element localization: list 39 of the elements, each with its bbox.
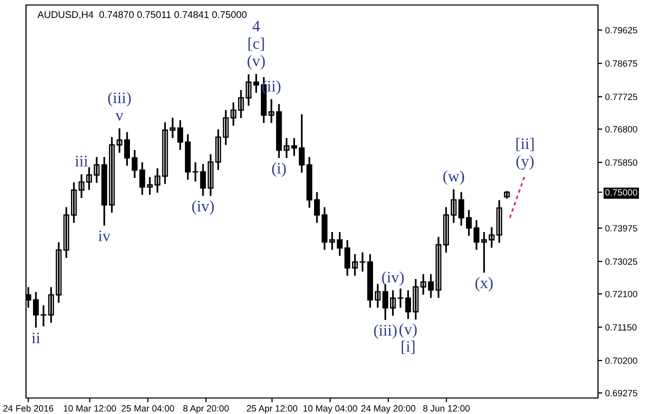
x-tick-label: 24 May 20:00 (361, 405, 416, 414)
y-tick-label: 0.75000 (605, 189, 638, 196)
annotation: iv (98, 230, 110, 242)
annotation: v (115, 113, 124, 121)
annotation: [ii] (516, 138, 534, 152)
annotation: (iv) (382, 271, 404, 286)
y-tick-label: 0.77725 (605, 94, 638, 100)
annotation: iii (75, 156, 88, 166)
y-tick-label: 0.78675 (605, 60, 638, 67)
y-tick-label: 0.70200 (605, 357, 638, 364)
annotation: [c] (248, 38, 264, 51)
x-tick-label: 10 Mar 12:00 (64, 405, 116, 412)
annotation: (iv) (192, 200, 214, 215)
annotation: (x) (475, 277, 493, 292)
y-tick-label: 0.73975 (605, 225, 638, 232)
annotation: (v) (399, 323, 417, 338)
annotation: (v) (248, 55, 265, 70)
x-tick-label: 8 Apr 20:00 (183, 405, 229, 414)
annotation: (iii) (108, 92, 131, 106)
y-tick-label: 0.73025 (605, 258, 638, 265)
annotation: (iii) (374, 324, 397, 339)
y-tick-label: 0.69275 (605, 390, 638, 396)
x-tick-label: 8 Jun 12:00 (423, 405, 470, 412)
annotation: [i] (402, 340, 414, 354)
y-tick-label: 0.75850 (605, 159, 638, 166)
annotation: 4 (252, 20, 260, 32)
y-tick-label: 0.72100 (605, 290, 638, 298)
text: AUDUSD,H4 0.74870 0.75011 0.74841 0.75000 (37, 11, 247, 20)
x-tick-label: 24 Feb 2016 (3, 404, 54, 412)
y-tick-label: 0.79625 (605, 27, 638, 34)
annotation: (i) (272, 162, 286, 177)
x-tick-label: 10 May 04:00 (304, 405, 358, 414)
annotation: (y) (516, 155, 534, 170)
annotation: (w) (443, 170, 464, 185)
annotation: ii (32, 332, 40, 344)
y-tick-label: 0.76800 (605, 126, 638, 132)
y-tick-label: 0.71150 (605, 324, 637, 331)
x-tick-label: 25 Mar 04:00 (122, 405, 174, 412)
x-tick-label: 25 Apr 12:00 (246, 405, 298, 414)
